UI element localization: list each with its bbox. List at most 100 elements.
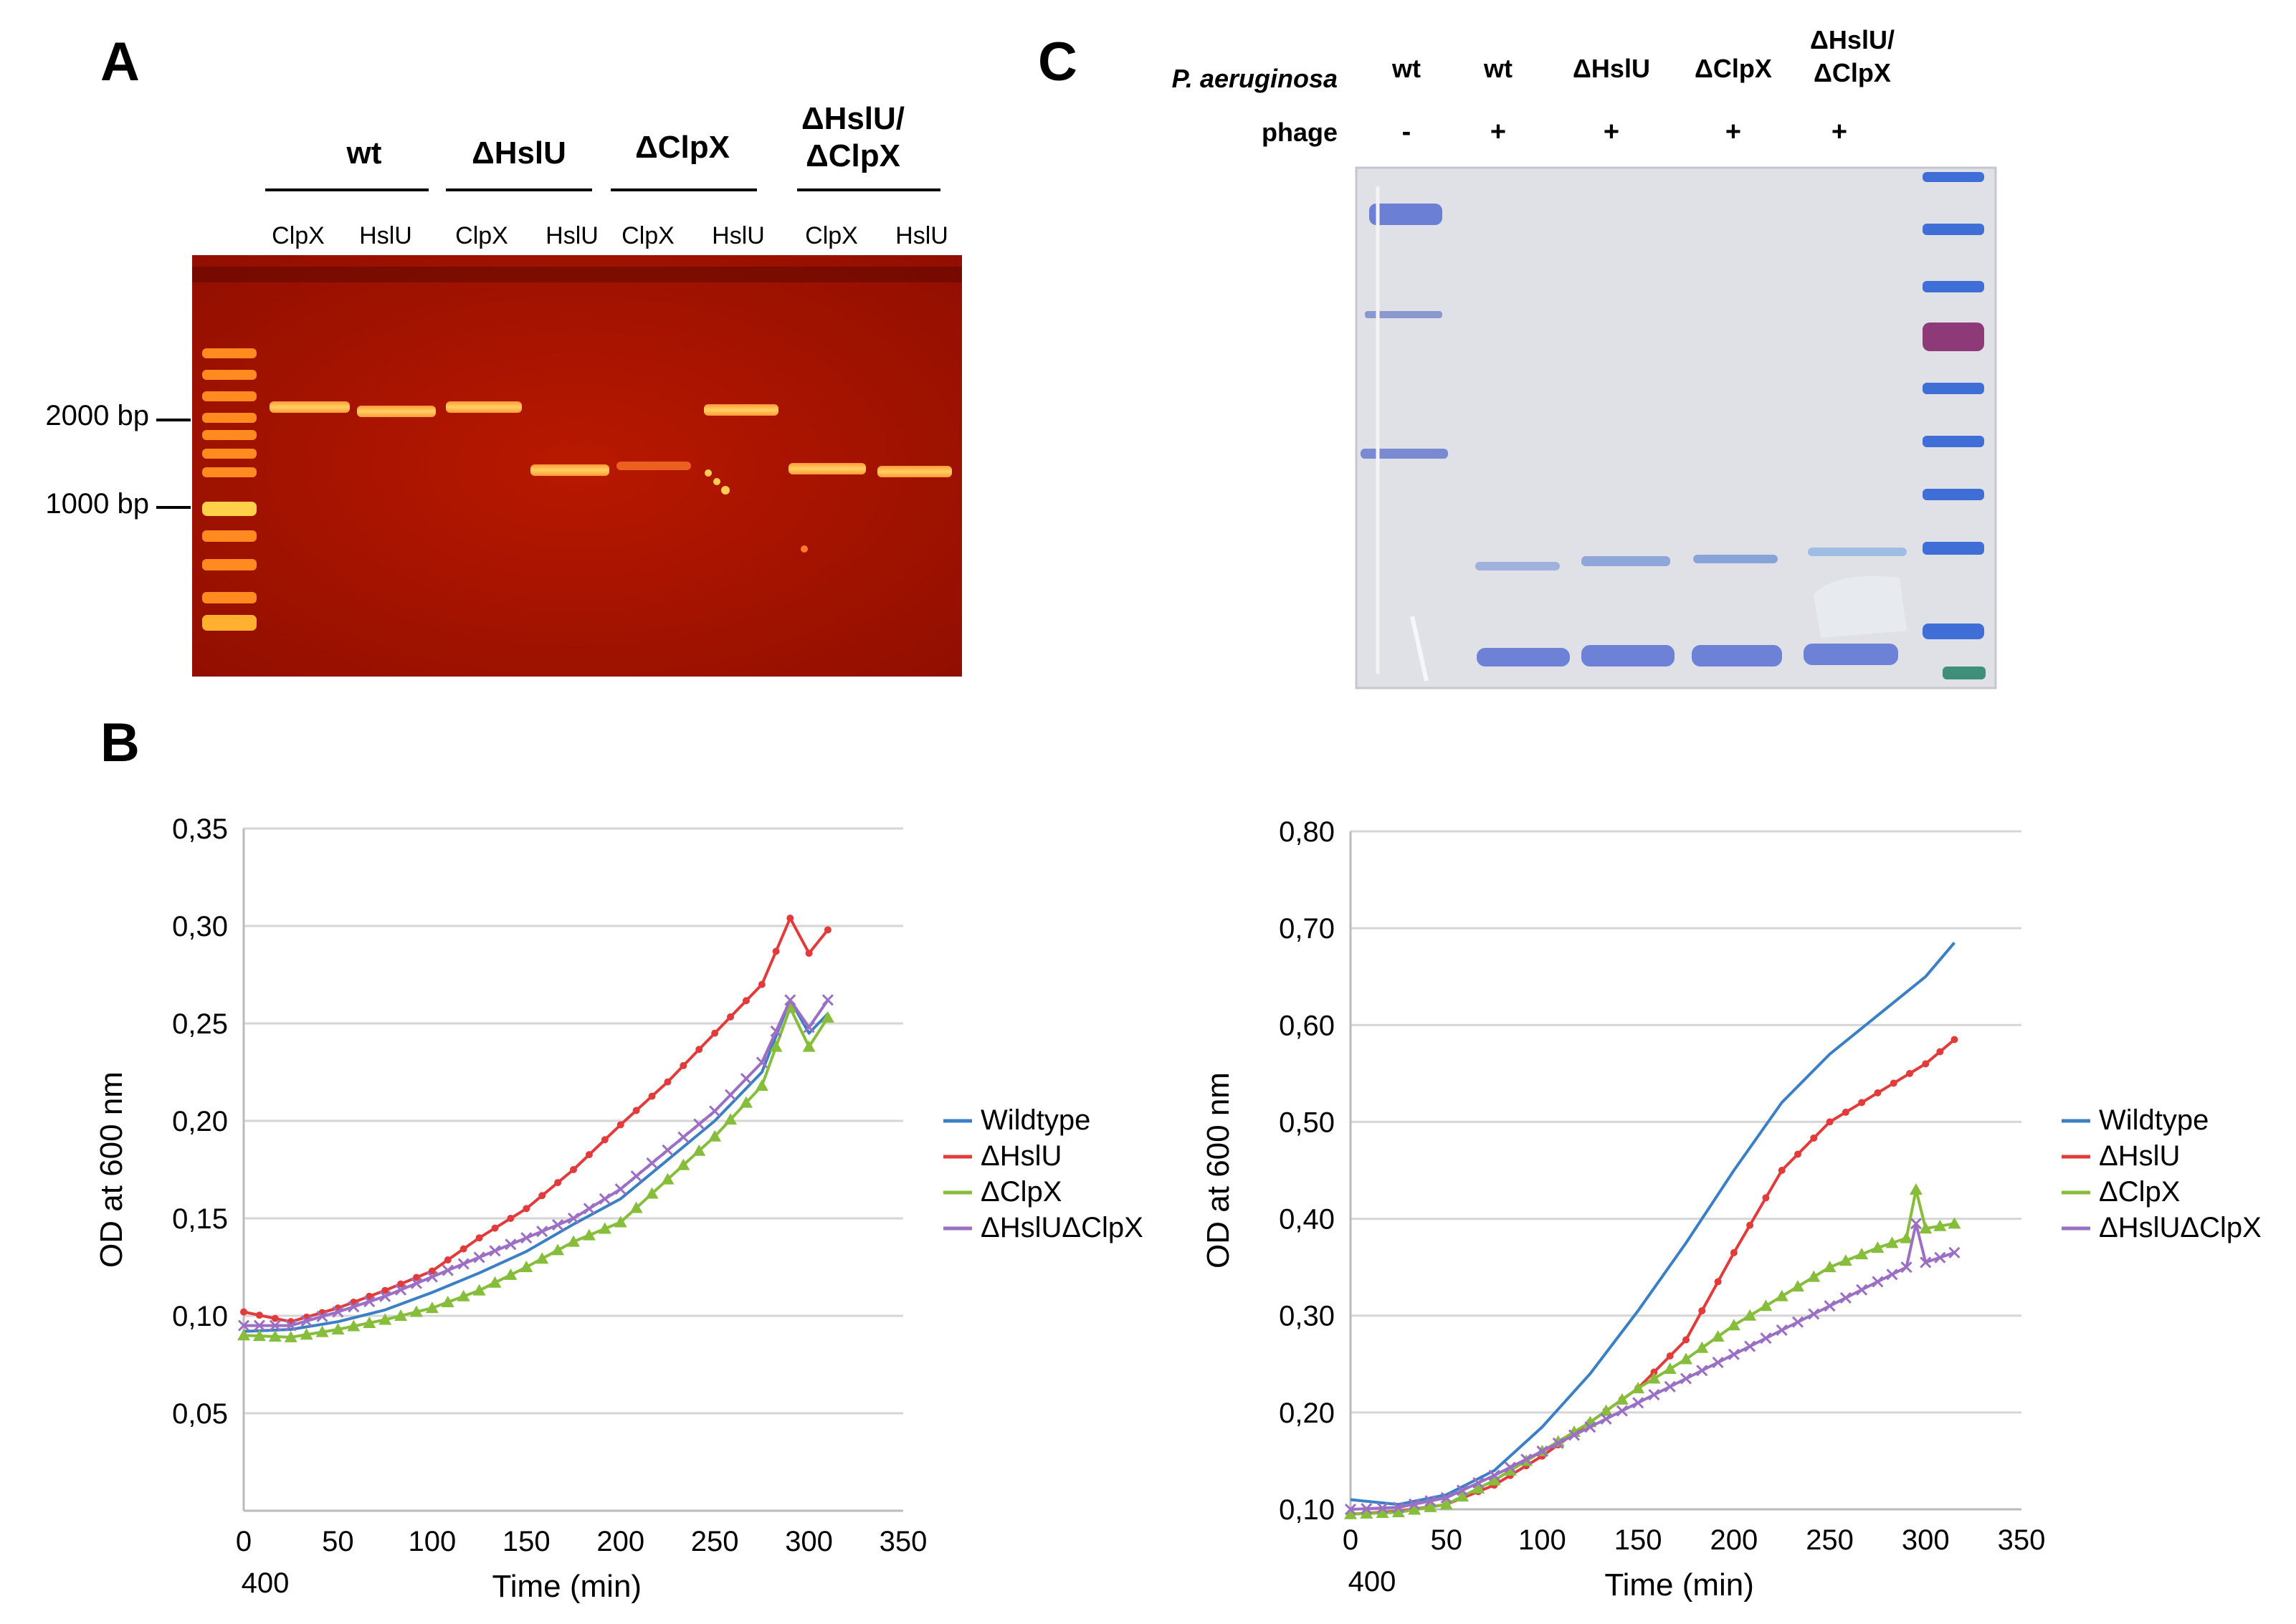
- data-point: [1842, 1108, 1849, 1116]
- data-point: [664, 1078, 672, 1086]
- x-tick-label: 250: [1806, 1524, 1854, 1556]
- strain-label: wt: [1391, 54, 1421, 83]
- lane-label: HslU: [546, 222, 599, 249]
- data-point: [1424, 1500, 1437, 1512]
- y-tick-label: 0,30: [172, 911, 228, 942]
- data-point: [661, 1172, 675, 1185]
- phage-sign: +: [1490, 117, 1506, 147]
- growth-chart-left: 0,05 0,10 0,15 0,20 0,25 0,30 0,35 0 50 100 150 200…: [94, 813, 1143, 1604]
- y-tick-label: 0,10: [1279, 1494, 1335, 1526]
- gel-group-label: ΔClpX: [635, 130, 730, 165]
- strain-label: ΔClpX: [1695, 54, 1772, 83]
- data-point: [1728, 1348, 1740, 1360]
- data-point: [1552, 1437, 1564, 1449]
- lane-label: ClpX: [805, 222, 858, 249]
- y-tick-label: 0,50: [1279, 1107, 1335, 1138]
- y-tick-label: 0,15: [172, 1203, 228, 1235]
- data-point: [614, 1215, 627, 1228]
- strain-label: ΔHslU/ΔClpX: [1810, 25, 1895, 87]
- data-point: [1472, 1481, 1485, 1494]
- data-point: [1839, 1291, 1852, 1304]
- lane-label: HslU: [712, 222, 765, 249]
- strain-row-label: P. aeruginosa: [1172, 64, 1338, 93]
- data-point: [1890, 1079, 1897, 1087]
- strain-label: ΔHslU: [1573, 54, 1650, 83]
- data-point: [271, 1314, 279, 1322]
- data-point: [1906, 1069, 1913, 1077]
- data-point: [616, 1121, 624, 1129]
- data-point: [523, 1205, 530, 1213]
- data-point: [692, 1144, 706, 1156]
- phage-row-label: phage: [1262, 118, 1338, 147]
- data-point: [1874, 1089, 1882, 1097]
- data-point: [379, 1290, 391, 1302]
- data-point: [709, 1105, 721, 1117]
- series-line: [1350, 1038, 1956, 1516]
- data-point: [567, 1212, 580, 1225]
- data-point: [1856, 1284, 1868, 1296]
- data-point: [1746, 1221, 1754, 1229]
- data-point: [1472, 1476, 1485, 1489]
- data-point: [585, 1151, 593, 1159]
- legend-label: ΔHslUΔClpX: [2099, 1212, 2262, 1243]
- data-point: [381, 1286, 389, 1294]
- data-point: [554, 1179, 562, 1187]
- panel-c-label: C: [1038, 32, 1077, 92]
- data-point: [758, 980, 766, 988]
- data-point: [366, 1292, 373, 1300]
- data-point: [1584, 1421, 1596, 1433]
- data-point: [1376, 1506, 1389, 1518]
- data-point: [1408, 1503, 1421, 1515]
- data-point: [1664, 1380, 1676, 1393]
- data-point: [1824, 1300, 1836, 1312]
- data-point: [535, 1252, 549, 1264]
- series-line: [1350, 1188, 1955, 1516]
- data-point: [551, 1243, 565, 1256]
- data-point: [1663, 1362, 1677, 1375]
- data-point: [315, 1325, 329, 1337]
- data-point: [727, 1013, 735, 1021]
- data-point: [412, 1274, 420, 1281]
- data-point: [1632, 1397, 1644, 1409]
- data-point: [1872, 1276, 1884, 1288]
- data-point: [1599, 1404, 1613, 1416]
- data-point: [582, 1228, 596, 1241]
- data-point: [1948, 1217, 1961, 1229]
- x-tick-label: 300: [785, 1526, 833, 1557]
- data-point: [599, 1193, 611, 1205]
- data-point: [1900, 1261, 1912, 1274]
- data-point: [1360, 1506, 1373, 1519]
- data-point: [724, 1089, 737, 1101]
- legend-label: ΔHslU: [2099, 1140, 2180, 1172]
- panel-b-label: B: [100, 712, 140, 773]
- data-point: [425, 1301, 439, 1314]
- data-point: [1696, 1365, 1708, 1377]
- data-point: [802, 1040, 816, 1052]
- series-wildtype: [243, 998, 829, 1333]
- data-point: [536, 1226, 548, 1238]
- phage-sign: +: [1725, 117, 1741, 147]
- lane-label: ClpX: [272, 222, 325, 249]
- data-point: [708, 1129, 722, 1142]
- series-line: [244, 998, 829, 1327]
- marker-label: 2000 bp: [45, 400, 149, 431]
- lane-label: HslU: [895, 222, 948, 249]
- data-point: [504, 1268, 518, 1280]
- data-point: [457, 1258, 470, 1270]
- x-tick-label: 200: [1710, 1524, 1758, 1556]
- data-point: [269, 1319, 281, 1332]
- data-point: [1695, 1341, 1709, 1353]
- data-point: [1934, 1251, 1946, 1264]
- data-point: [316, 1310, 328, 1322]
- y-tick-label: 0,80: [1279, 816, 1335, 848]
- data-point: [1503, 1463, 1517, 1476]
- data-point: [1919, 1222, 1933, 1234]
- data-point: [520, 1232, 533, 1244]
- x-tick-label: 150: [502, 1526, 551, 1557]
- data-point: [475, 1234, 483, 1242]
- data-point: [1536, 1445, 1548, 1457]
- data-point: [1344, 1507, 1357, 1519]
- data-point: [1855, 1248, 1869, 1260]
- growth-chart-right: 0,10 0,20 0,30 0,40 0,50 0,60 0,70 0,80 0 50 100 15…: [1201, 816, 2262, 1602]
- data-point: [1823, 1261, 1837, 1273]
